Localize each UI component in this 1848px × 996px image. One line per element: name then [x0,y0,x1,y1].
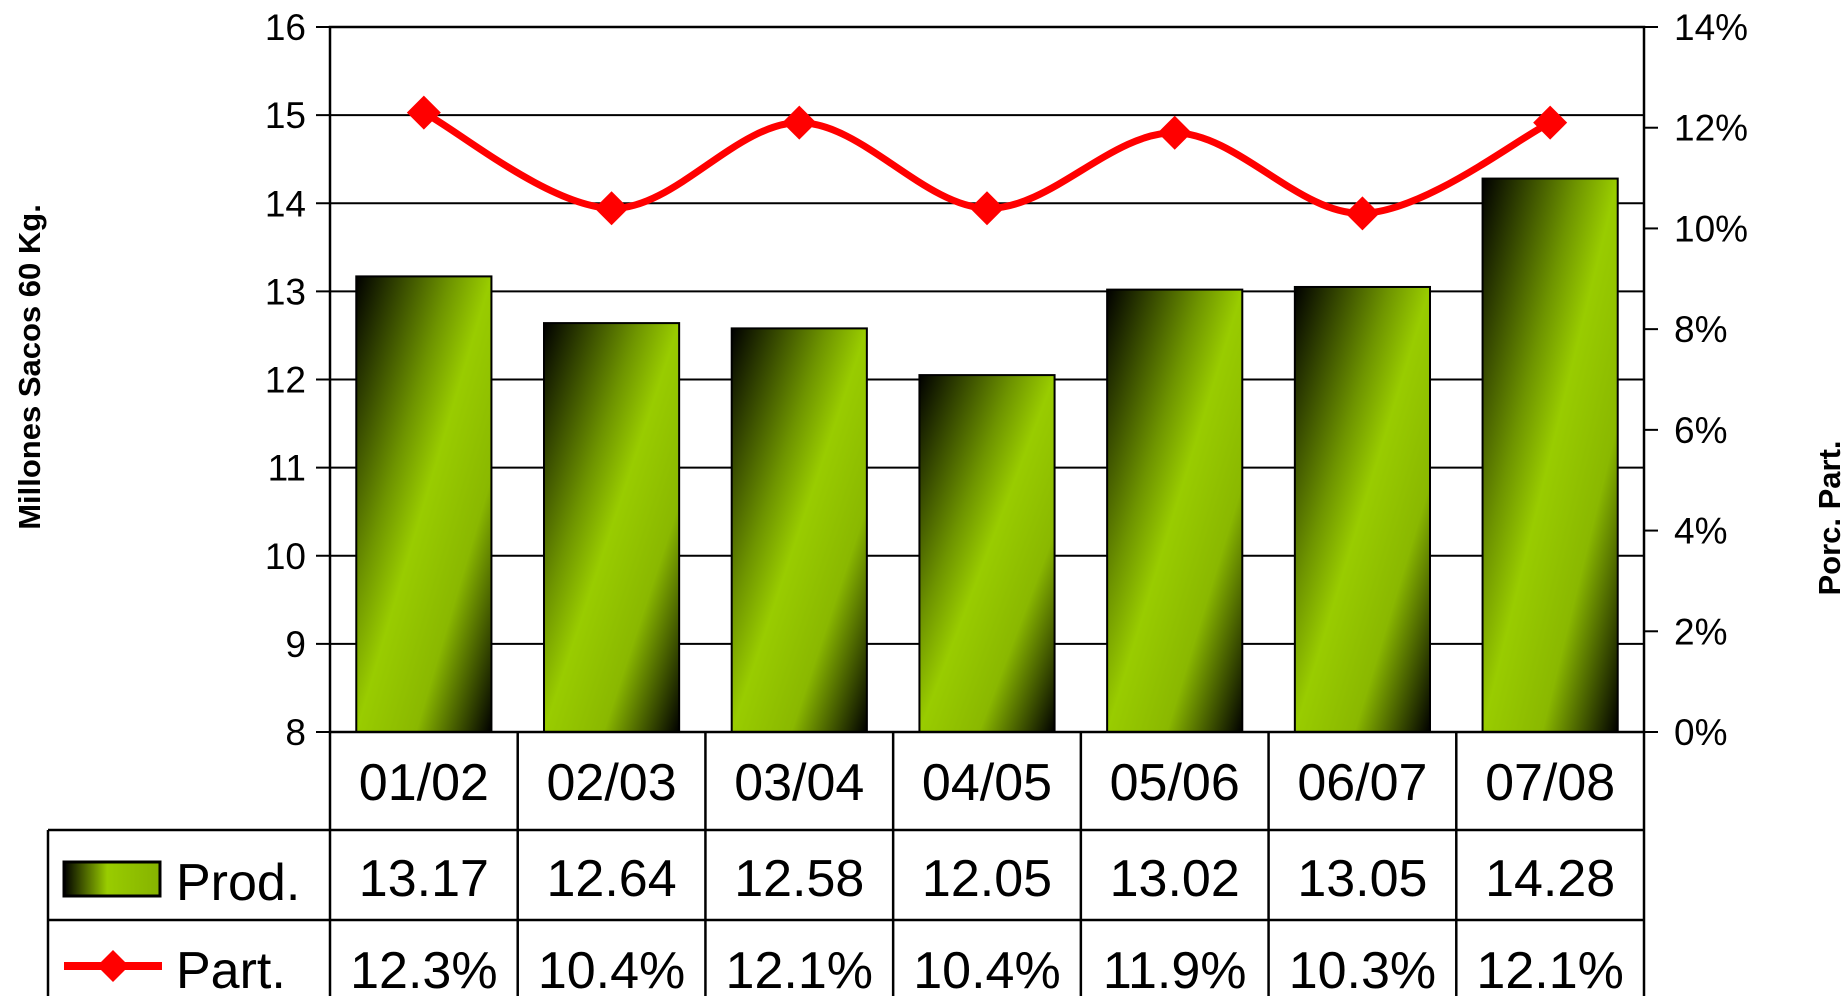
data-label-prod: 12.05 [922,850,1052,908]
legend-label-prod: Prod. [176,854,300,912]
data-label-prod: 12.58 [734,850,864,908]
y2-tick-label: 0% [1674,712,1727,753]
plot-frame [328,25,1646,734]
category-label: 07/08 [1485,754,1615,812]
y2-tick-label: 8% [1674,309,1727,350]
category-label: 04/05 [922,754,1052,812]
y2-tick-label: 12% [1674,108,1748,149]
y-tick-label: 11 [268,448,306,489]
data-label-prod: 12.64 [547,850,677,908]
y-tick-label: 16 [265,7,306,48]
data-label-part: 12.1% [1476,942,1623,996]
category-label: 03/04 [734,754,864,812]
point-part [1345,196,1380,231]
point-part [594,191,629,226]
legend-key-part-marker [97,950,129,982]
data-label-part: 12.3% [350,942,497,996]
point-part [782,105,817,140]
category-label: 05/06 [1110,754,1240,812]
bar-prod [918,374,1056,733]
y-tick-label: 14 [265,183,306,224]
data-label-part: 10.4% [538,942,685,996]
data-label-part: 10.3% [1289,942,1436,996]
bar-prod [355,275,493,733]
y2-tick-label: 10% [1674,208,1748,249]
y-tick-label: 12 [265,360,306,401]
bar-prod [1481,177,1619,733]
y2-axis-title: Porc. Part. [1812,440,1847,595]
point-part [1157,115,1192,150]
bar-prod [1293,285,1432,733]
legend-key-prod [62,860,162,898]
point-part [1533,105,1568,140]
bar-prod [542,322,681,733]
category-label: 02/03 [547,754,677,812]
y2-tick-label: 6% [1674,410,1727,451]
data-label-prod: 14.28 [1485,850,1615,908]
category-label: 01/02 [359,754,489,812]
data-label-part: 11.9% [1103,942,1247,996]
data-label-part: 10.4% [913,942,1060,996]
data-label-prod: 13.05 [1297,850,1427,908]
y-tick-label: 8 [285,712,306,753]
point-part [406,95,441,130]
data-label-part: 12.1% [726,942,873,996]
category-label: 06/07 [1297,754,1427,812]
point-part [970,191,1004,226]
data-label-prod: 13.17 [359,850,489,908]
bar-prod [730,327,868,733]
y-tick-label: 13 [265,271,306,312]
y-tick-label: 15 [265,95,306,136]
data-label-prod: 13.02 [1110,850,1240,908]
legend-label-part: Part. [176,942,286,996]
y2-tick-label: 4% [1674,511,1727,552]
y2-tick-label: 2% [1674,611,1727,652]
y2-tick-label: 14% [1674,7,1748,48]
y-tick-label: 10 [265,536,306,577]
y-axis-title: Millones Sacos 60 Kg. [12,204,47,530]
y-tick-label: 9 [285,624,306,665]
bar-prod [1106,288,1244,733]
